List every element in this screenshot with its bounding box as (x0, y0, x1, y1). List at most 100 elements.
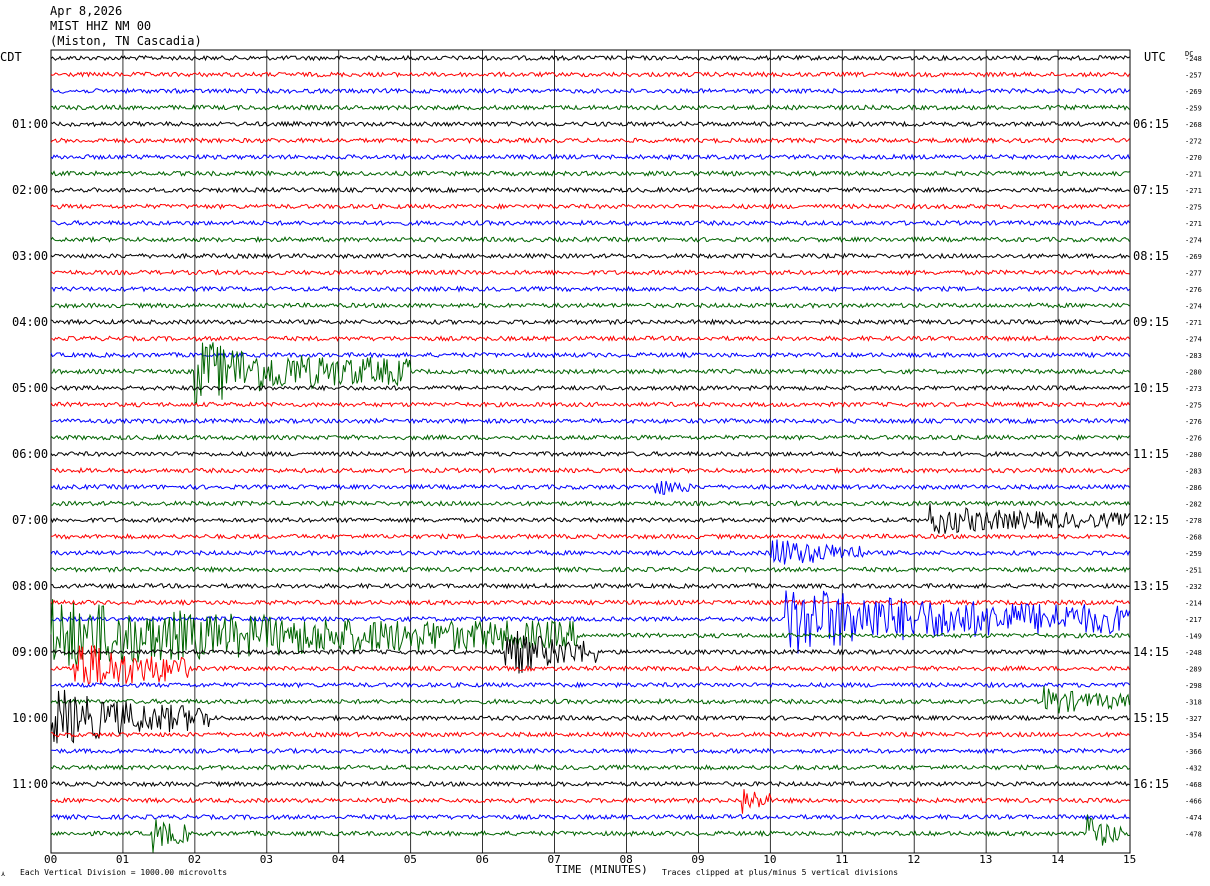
dc-offset-label: -259 (1185, 105, 1202, 113)
left-time-label: 02:00 (12, 183, 48, 197)
trace-line (50, 268, 1130, 277)
location-label: (Miston, TN Cascadia) (50, 34, 202, 48)
x-tick-label: 02 (188, 853, 201, 866)
trace-line (50, 285, 1130, 293)
x-tick-label: 01 (116, 853, 129, 866)
right-time-label: 07:15 (1133, 183, 1169, 197)
right-time-label: 12:15 (1133, 513, 1169, 527)
x-tick-label: 09 (691, 853, 704, 866)
dc-offset-label: -274 (1185, 237, 1202, 245)
trace-line (50, 685, 1130, 714)
dc-offset-label: -214 (1185, 600, 1202, 608)
dc-offset-label: -251 (1185, 567, 1202, 575)
trace-line (50, 153, 1130, 161)
trace-line (50, 335, 1130, 343)
dc-offset-label: -268 (1185, 534, 1202, 542)
dc-offset-label: -232 (1185, 583, 1202, 591)
trace-line (50, 599, 1130, 667)
trace-line (50, 814, 1130, 853)
trace-line (50, 763, 1130, 772)
left-time-label: 03:00 (12, 249, 48, 263)
dc-offset-label: -289 (1185, 666, 1202, 674)
dc-offset-label: -269 (1185, 253, 1202, 261)
left-time-label: 09:00 (12, 645, 48, 659)
x-axis-ticks: 00 01 02 03 04 05 06 07 08 09 10 11 12 13 14 15 (44, 853, 1136, 866)
right-time-label: 16:15 (1133, 777, 1169, 791)
dc-offset-label: -273 (1185, 385, 1202, 393)
dc-offset-label: -271 (1185, 171, 1202, 179)
seismic-traces (50, 54, 1130, 853)
right-time-label: 10:15 (1133, 381, 1169, 395)
dc-offset-label: -327 (1185, 715, 1202, 723)
scale-note: Each Vertical Division = 1000.00 microvo… (20, 868, 227, 877)
station-label: MIST HHZ NM 00 (50, 19, 151, 33)
trace-line (50, 401, 1130, 408)
trace-line (50, 384, 1130, 392)
trace-line (51, 681, 1130, 689)
x-tick-label: 11 (835, 853, 848, 866)
plot-frame (50, 49, 1131, 854)
right-time-label: 15:15 (1133, 711, 1169, 725)
trace-line (50, 598, 1130, 607)
trace-line (50, 533, 1130, 540)
trace-line (50, 186, 1130, 194)
trace-line (50, 689, 1130, 744)
left-time-label: 11:00 (12, 777, 48, 791)
dc-offset-label: -280 (1185, 451, 1202, 459)
dc-offset-label: -282 (1185, 501, 1202, 509)
trace-line (50, 103, 1130, 112)
dc-offset-label: -259 (1185, 550, 1202, 558)
dc-offset-label: -271 (1185, 187, 1202, 195)
left-time-label: 01:00 (12, 117, 48, 131)
trace-line (50, 789, 1130, 814)
trace-line (50, 235, 1130, 244)
dc-offset-label: -474 (1185, 814, 1202, 822)
right-time-label: 11:15 (1133, 447, 1169, 461)
trace-line (50, 499, 1130, 507)
right-timezone-label: UTC (1144, 50, 1166, 64)
trace-line (50, 480, 1130, 495)
x-tick-label: 05 (404, 853, 417, 866)
dc-offset-label: -276 (1185, 286, 1202, 294)
x-tick-label: 14 (1051, 853, 1065, 866)
trace-line (50, 302, 1130, 309)
dc-offset-label: -269 (1185, 88, 1202, 96)
trace-line (50, 318, 1130, 326)
dc-offset-label: -149 (1185, 633, 1202, 641)
trace-line (50, 434, 1130, 442)
trace-line (50, 202, 1130, 211)
dc-offset-label: -286 (1185, 484, 1202, 492)
dc-offset-label: -276 (1185, 435, 1202, 443)
trace-line (50, 120, 1130, 128)
x-tick-label: 10 (763, 853, 776, 866)
right-time-label: 14:15 (1133, 645, 1169, 659)
left-time-label: 06:00 (12, 447, 48, 461)
x-tick-label: 07 (548, 853, 561, 866)
trace-line (50, 645, 1130, 685)
dc-offset-label: -283 (1185, 352, 1202, 360)
trace-line (50, 342, 1130, 405)
dc-offset-label: -468 (1185, 781, 1202, 789)
trace-line (50, 252, 1130, 260)
x-tick-label: 08 (620, 853, 633, 866)
dc-header-label: DC (1185, 50, 1193, 58)
dc-offset-label: -278 (1185, 517, 1202, 525)
left-time-label: 07:00 (12, 513, 48, 527)
minute-grid (50, 49, 1131, 854)
dc-offset-label: -275 (1185, 204, 1202, 212)
trace-line (50, 417, 1130, 425)
dc-offset-label: -318 (1185, 699, 1202, 707)
trace-line (50, 87, 1130, 95)
dc-offset-label: -280 (1185, 369, 1202, 377)
trace-line (50, 539, 1130, 565)
trace-line (50, 351, 1130, 359)
left-time-label: 10:00 (12, 711, 48, 725)
x-tick-label: 12 (907, 853, 920, 866)
dc-offset-label: -283 (1185, 468, 1202, 476)
x-axis-label: TIME (MINUTES) (555, 863, 648, 876)
dc-offset-label: -354 (1185, 732, 1202, 740)
x-tick-label: 15 (1123, 853, 1136, 866)
trace-line (50, 780, 1130, 788)
trace-line (50, 582, 1130, 590)
